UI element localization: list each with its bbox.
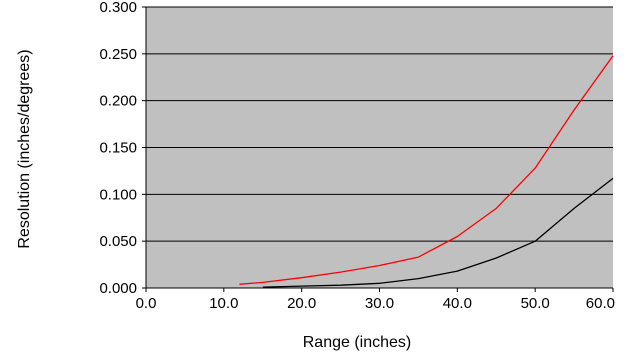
- y-tick-label: 0.200: [99, 93, 137, 110]
- x-tick-label: 20.0: [287, 295, 316, 312]
- series-lines: [239, 55, 614, 288]
- x-axis-title: Range (inches): [303, 334, 412, 351]
- x-tick-label: 0.0: [136, 295, 157, 312]
- y-tick-label: 0.150: [99, 140, 137, 157]
- x-tick-label: 60.0: [586, 295, 615, 312]
- x-tick-label: 40.0: [443, 295, 472, 312]
- x-tick-label: 50.0: [521, 295, 550, 312]
- x-tick-labels: 0.0 10.0 20.0 30.0 40.0 50.0 60.0: [136, 288, 615, 312]
- series-line-2: [262, 177, 614, 288]
- x-tick-label: 30.0: [365, 295, 394, 312]
- series-line-1: [239, 55, 614, 285]
- y-tick-label: 0.250: [99, 46, 137, 63]
- y-tick-label: 0.100: [99, 186, 137, 203]
- y-tick-label: 0.300: [99, 0, 137, 16]
- x-tick-label: 10.0: [209, 295, 238, 312]
- y-tick-label: 0.000: [99, 280, 137, 297]
- y-tick-labels: 0.000 0.050 0.100 0.150 0.200 0.250 0.300: [99, 0, 146, 297]
- gridlines: [146, 6, 613, 242]
- y-tick-label: 0.050: [99, 233, 137, 250]
- y-axis-title: Resolution (inches/degrees): [16, 49, 33, 248]
